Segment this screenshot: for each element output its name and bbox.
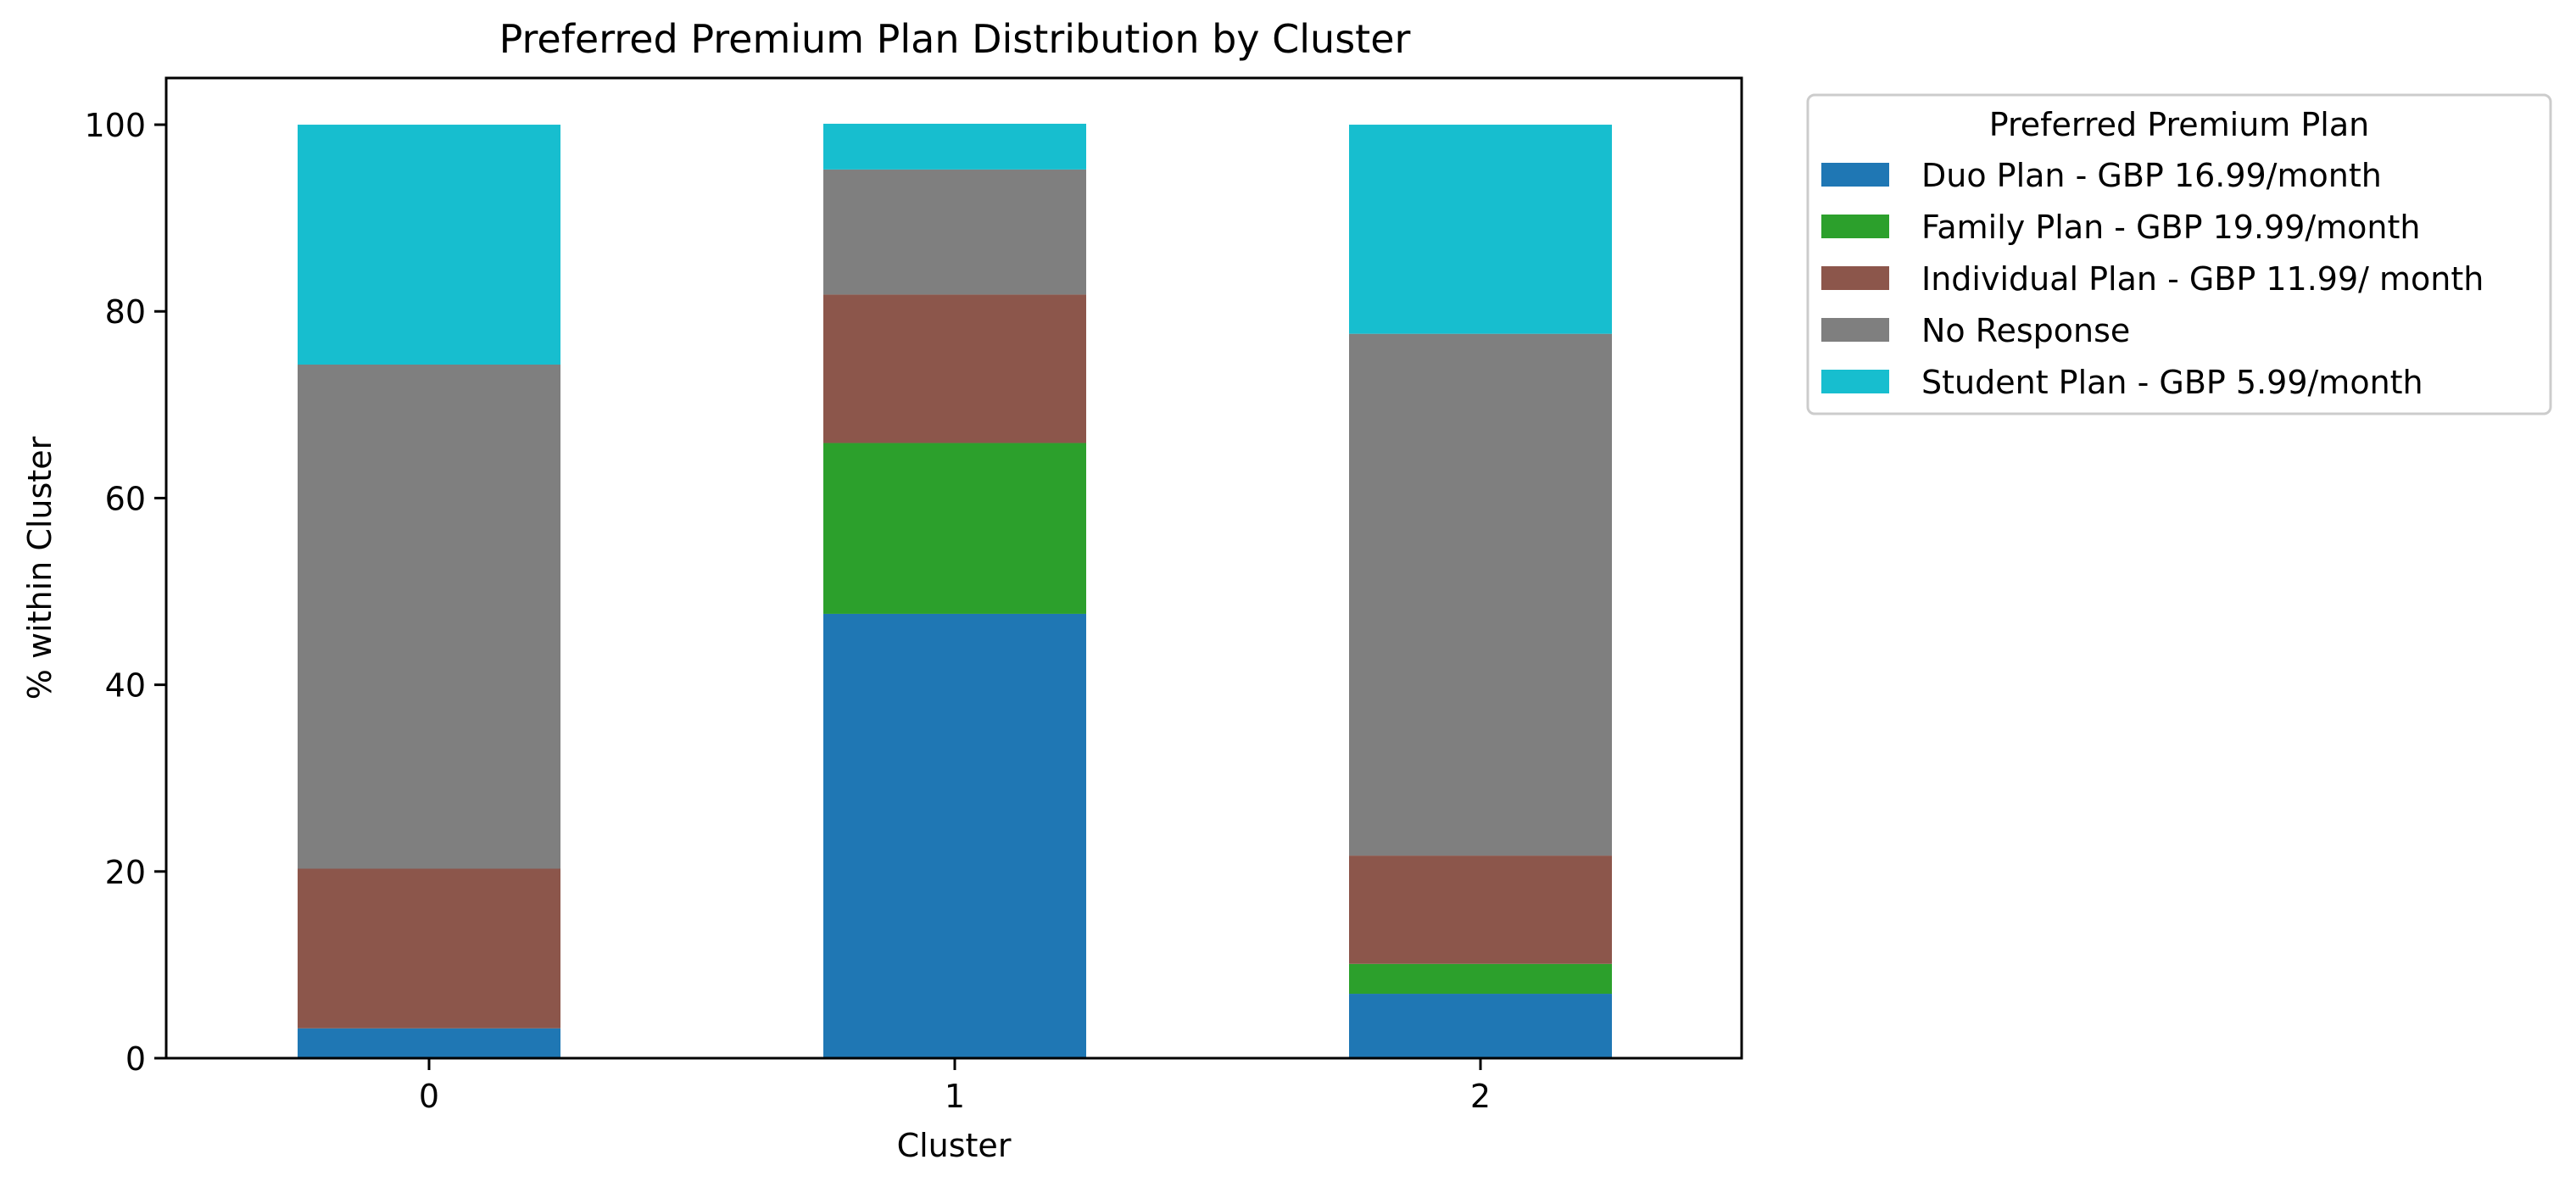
bar-segment-cluster-2-series-1 — [1349, 963, 1612, 995]
bar-segment-cluster-1-series-1 — [823, 443, 1086, 614]
bar-segment-cluster-2-series-3 — [1349, 333, 1612, 856]
legend: Preferred Premium Plan Duo Plan - GBP 16… — [1806, 93, 2552, 415]
legend-swatch — [1821, 215, 1889, 238]
bar-segment-cluster-1-series-3 — [823, 169, 1086, 295]
y-tick-label: 100 — [84, 107, 146, 144]
x-axis-ticks: 0 1 2 — [419, 1058, 1491, 1115]
bars-group — [298, 123, 1612, 1058]
x-tick-label: 1 — [945, 1078, 965, 1115]
legend-swatch — [1821, 370, 1889, 393]
bar-segment-cluster-0-series-2 — [298, 868, 560, 1029]
legend-swatch — [1821, 318, 1889, 342]
legend-label: Duo Plan - GBP 16.99/month — [1921, 157, 2382, 194]
legend-swatch — [1821, 266, 1889, 290]
chart-title: Preferred Premium Plan Distribution by C… — [499, 16, 1411, 62]
legend-label: Family Plan - GBP 19.99/month — [1921, 209, 2421, 246]
legend-frame — [1806, 93, 2552, 415]
bar-segment-cluster-2-series-4 — [1349, 125, 1612, 334]
y-axis-ticks: 0 20 40 60 80 100 — [84, 107, 166, 1078]
bar-segment-cluster-1-series-4 — [823, 123, 1086, 170]
legend-swatch — [1821, 163, 1889, 187]
y-tick-label: 40 — [105, 667, 146, 705]
bar-segment-cluster-1-series-0 — [823, 613, 1086, 1058]
plot-area-frame — [164, 76, 1743, 1060]
bar-segment-cluster-0-series-4 — [298, 125, 560, 365]
legend-title: Preferred Premium Plan — [1989, 106, 2370, 143]
y-tick-label: 60 — [105, 480, 146, 517]
x-tick-label: 0 — [419, 1078, 439, 1115]
y-axis-label: % within Cluster — [21, 436, 59, 700]
bar-segment-cluster-2-series-0 — [1349, 994, 1612, 1058]
legend-items: Duo Plan - GBP 16.99/month Family Plan - … — [1821, 157, 2484, 401]
bar-segment-cluster-0-series-3 — [298, 364, 560, 869]
x-axis-label: Cluster — [897, 1127, 1012, 1164]
bar-segment-cluster-2-series-2 — [1349, 856, 1612, 964]
legend-label: No Response — [1921, 312, 2130, 349]
y-tick-label: 0 — [125, 1040, 146, 1078]
y-tick-label: 80 — [105, 293, 146, 331]
bar-segment-cluster-0-series-0 — [298, 1028, 560, 1058]
legend-label: Individual Plan - GBP 11.99/ month — [1921, 260, 2484, 298]
y-tick-label: 20 — [105, 854, 146, 891]
legend-label: Student Plan - GBP 5.99/month — [1921, 364, 2423, 401]
x-tick-label: 2 — [1470, 1078, 1491, 1115]
bar-segment-cluster-1-series-2 — [823, 294, 1086, 443]
